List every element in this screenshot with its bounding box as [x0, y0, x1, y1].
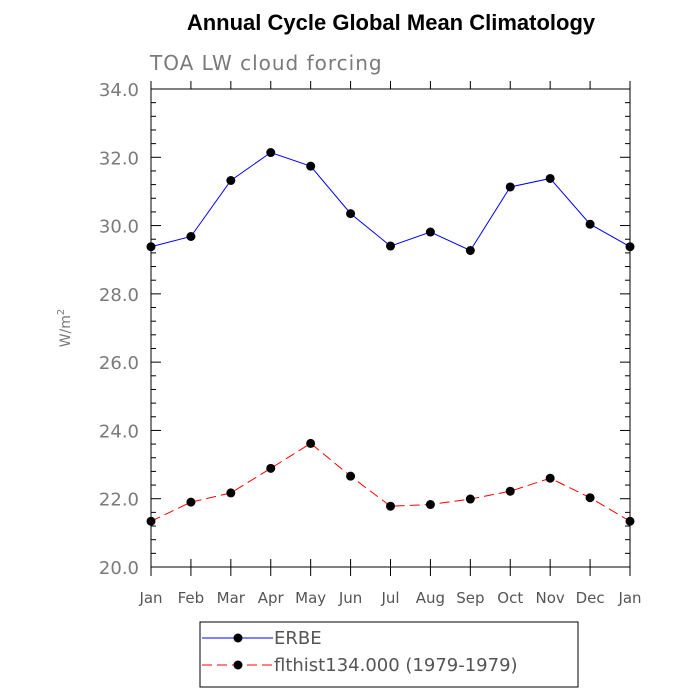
x-tick-label: Sep — [456, 589, 484, 607]
x-tick-label: Aug — [416, 589, 445, 607]
legend-label-flthist: flthist134.000 (1979-1979) — [274, 655, 518, 676]
series-0-point — [146, 242, 156, 252]
series-0-point — [186, 231, 196, 241]
legend-marker-flthist — [233, 660, 243, 670]
series-0-point — [505, 182, 515, 192]
y-tick-label: 22.0 — [99, 490, 139, 511]
plot-frame — [150, 88, 631, 568]
x-tick-label: Apr — [258, 589, 285, 607]
series-1-point — [505, 486, 515, 496]
series-1-point — [625, 516, 635, 526]
x-tick-label: Jul — [380, 589, 399, 607]
x-tick-label: Jan — [138, 589, 162, 607]
series-0-point — [346, 209, 356, 219]
series-1-point — [226, 488, 236, 498]
series-0-point — [545, 173, 555, 183]
series-0-point — [266, 148, 276, 158]
series-0-point — [386, 241, 395, 251]
y-tick-label: 26.0 — [99, 353, 139, 374]
chart-title: Annual Cycle Global Mean Climatology — [187, 10, 596, 35]
series-0-point — [425, 227, 435, 237]
x-tick-label: Oct — [497, 589, 523, 607]
legend-marker-erbe — [233, 633, 243, 643]
series-1-point — [545, 473, 555, 483]
series-1-point — [465, 494, 475, 504]
series-1-point — [266, 463, 276, 473]
series-0-point — [226, 176, 236, 186]
series-0-point — [585, 219, 595, 229]
series-1-point — [585, 493, 595, 503]
y-tick-label: 28.0 — [99, 285, 139, 306]
x-tick-label: May — [295, 589, 326, 607]
x-tick-label: Dec — [576, 589, 605, 607]
y-tick-label: 32.0 — [99, 148, 139, 169]
series-1-point — [186, 497, 196, 507]
x-tick-label: Jun — [338, 589, 362, 607]
x-tick-label: Feb — [178, 589, 205, 607]
y-axis-label: W/m2 — [56, 309, 74, 348]
series-1-point — [306, 438, 316, 448]
series-line-0 — [150, 151, 631, 252]
legend: ERBE flthist134.000 (1979-1979) — [199, 621, 579, 688]
y-tick-label: 24.0 — [99, 421, 139, 442]
series-1-point — [146, 516, 156, 526]
series-1-point — [346, 471, 356, 481]
x-tick-label: Nov — [536, 589, 565, 607]
legend-box — [199, 621, 579, 688]
y-axis-label-unit: W/m — [58, 315, 74, 347]
y-tick-label: 30.0 — [99, 217, 139, 238]
chart-subtitle: TOA LW cloud forcing — [149, 51, 383, 75]
series-layer — [146, 148, 635, 526]
x-axis: Jan Feb Mar Apr May Jun Jul Aug Sep Oct Nov Dec Jan — [138, 81, 642, 607]
series-0-point — [306, 161, 316, 171]
series-1-point — [425, 500, 435, 510]
legend-label-erbe: ERBE — [274, 628, 322, 649]
series-0-point — [465, 245, 475, 255]
x-tick-label: Mar — [217, 589, 246, 607]
y-axis-label-exponent: 2 — [56, 309, 67, 315]
series-1-point — [386, 501, 395, 511]
series-0-point — [625, 242, 635, 252]
y-axis: 20.0 22.0 24.0 26.0 28.0 30.0 32.0 34.0 — [99, 80, 630, 579]
x-tick-label: Jan — [617, 589, 641, 607]
y-tick-label: 34.0 — [99, 80, 139, 101]
y-tick-label: 20.0 — [99, 558, 139, 579]
